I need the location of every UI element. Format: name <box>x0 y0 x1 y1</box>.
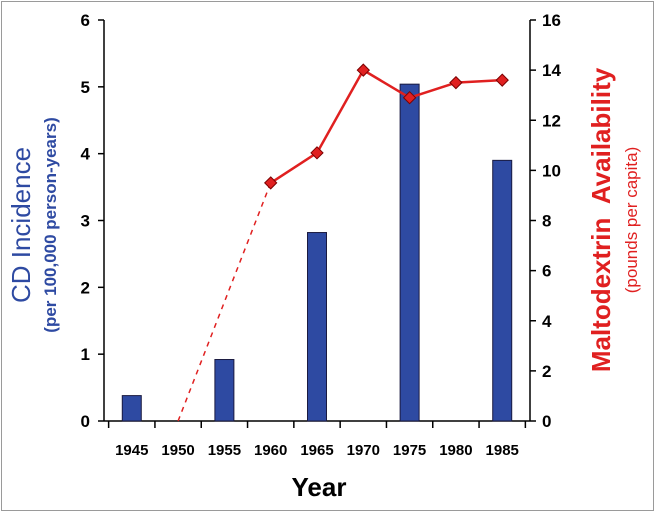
cd-incidence-bars <box>121 83 513 422</box>
marker-maltodextrin <box>310 146 324 160</box>
bar-cd-incidence <box>492 159 513 422</box>
marker-maltodextrin <box>449 75 463 90</box>
left-tick-label: 5 <box>81 78 90 97</box>
x-tick-label: 1980 <box>439 442 472 459</box>
x-tick-label: 1950 <box>161 442 194 459</box>
left-tick-label: 4 <box>81 145 91 164</box>
left-tick-label: 6 <box>81 11 90 30</box>
right-tick-label: 8 <box>542 212 551 231</box>
x-tick-label: 1970 <box>347 442 380 459</box>
left-axis-ticks: 0 1 2 3 4 5 6 <box>81 11 104 431</box>
left-tick-label: 2 <box>81 278 90 297</box>
left-tick-label: 3 <box>81 212 90 231</box>
marker-maltodextrin <box>263 176 278 190</box>
right-tick-label: 6 <box>542 262 551 281</box>
line-maltodextrin <box>270 68 503 184</box>
x-tick-label: 1960 <box>254 442 287 459</box>
maltodextrin-line <box>270 68 503 184</box>
right-tick-label: 12 <box>542 111 561 130</box>
right-tick-label: 10 <box>542 161 561 180</box>
left-axis-title: CD Incidence <box>6 147 36 303</box>
x-axis-ticks: 1945 1950 1955 1960 1965 1970 1975 1980 1985 <box>107 421 527 459</box>
bar-cd-incidence <box>307 232 327 422</box>
x-tick-label: 1945 <box>115 442 148 459</box>
bar-cd-incidence <box>214 359 235 422</box>
right-axis-ticks: 0 2 4 6 8 10 12 14 16 <box>530 11 561 431</box>
dashed-line-segment <box>177 182 272 422</box>
marker-maltodextrin <box>356 63 371 77</box>
right-tick-label: 2 <box>542 362 551 381</box>
x-tick-label: 1965 <box>300 442 333 459</box>
right-axis-title: Maltodextrin Availability <box>586 67 616 372</box>
left-tick-label: 0 <box>81 412 90 431</box>
bar-cd-incidence <box>399 83 420 422</box>
right-tick-label: 14 <box>542 61 561 80</box>
maltodextrin-markers <box>263 63 509 190</box>
marker-maltodextrin <box>495 73 509 87</box>
right-tick-label: 16 <box>542 11 561 30</box>
x-tick-label: 1985 <box>486 442 519 459</box>
right-tick-label: 4 <box>542 312 552 331</box>
bar-cd-incidence <box>121 395 142 422</box>
right-tick-label: 0 <box>542 412 551 431</box>
x-tick-label: 1955 <box>208 442 241 459</box>
left-axis-subtitle: (per 100,000 person-years) <box>41 117 60 332</box>
left-tick-label: 1 <box>81 345 90 364</box>
right-axis-subtitle: (pounds per capita) <box>622 147 641 293</box>
x-axis-title: Year <box>292 472 347 502</box>
maltodextrin-dashed-segment <box>177 182 272 422</box>
marker-maltodextrin <box>402 90 417 105</box>
x-tick-label: 1975 <box>393 442 426 459</box>
